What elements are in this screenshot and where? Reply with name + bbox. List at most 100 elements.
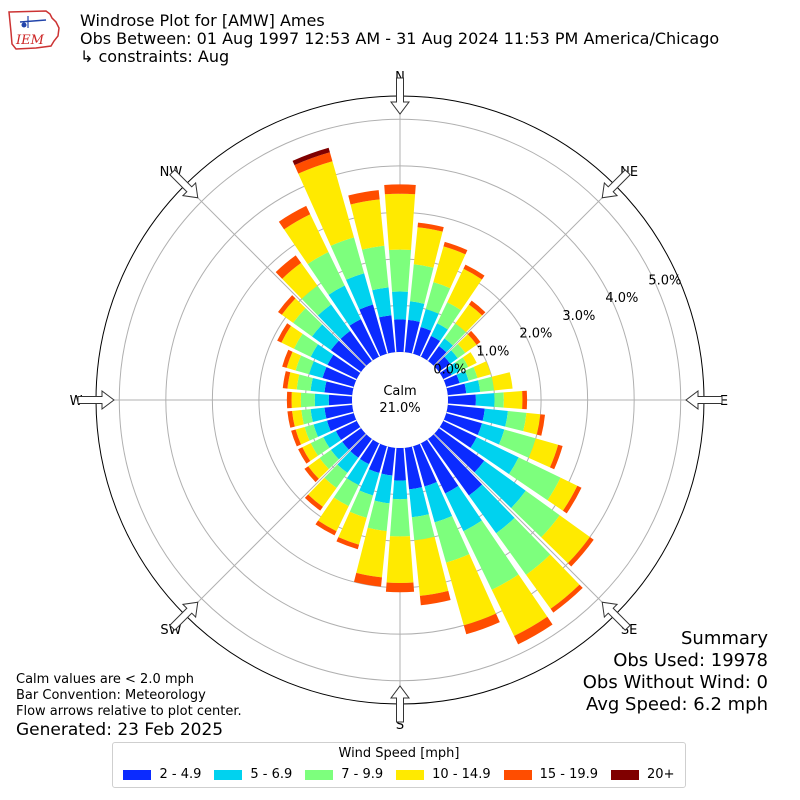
windrose-bar-segment <box>381 446 396 476</box>
flow-arrow <box>390 685 410 723</box>
windrose-bar-segment <box>309 361 327 379</box>
windrose-bar-segment <box>296 374 313 391</box>
windrose-bar-segment <box>304 466 319 483</box>
windrose-bar-segment <box>302 443 318 461</box>
windrose-bar-segment <box>286 391 292 409</box>
windrose-bar-segment <box>528 438 559 468</box>
calm-label: Calm <box>383 384 416 399</box>
windrose-bar-segment <box>291 429 302 447</box>
windrose-bar-segment <box>287 372 300 390</box>
legend-label: 10 - 14.9 <box>432 767 491 782</box>
ring-gridline <box>165 165 635 635</box>
radial-tick-label: 1.0% <box>476 345 509 360</box>
windrose-bar-segment <box>337 451 359 473</box>
windrose-bar-segment <box>293 308 323 337</box>
windrose-bar-segment <box>434 515 470 563</box>
windrose-bar-segment <box>282 349 293 368</box>
note-flow-arrows: Flow arrows relative to plot center. <box>16 704 242 719</box>
windrose-bar-segment <box>478 376 495 392</box>
windrose-bar-segment <box>408 301 425 322</box>
legend-swatch <box>214 769 243 780</box>
windrose-bar-segment <box>350 199 385 250</box>
windrose-bar-segment <box>446 383 467 396</box>
windrose-bar-segment <box>526 554 580 609</box>
legend-item: 10 - 14.9 <box>396 767 491 782</box>
windrose-bar-segment <box>310 377 327 393</box>
windrose-bar-segment <box>328 285 361 326</box>
windrose-bar-segment <box>420 335 441 361</box>
windrose-bar-segment <box>386 536 414 583</box>
windrose-bar-segment <box>315 520 337 536</box>
windrose-bar-segment <box>439 367 452 380</box>
radial-tick-label: 5.0% <box>648 273 681 288</box>
windrose-bar-segment <box>342 428 366 450</box>
windrose-bar-segment <box>319 449 339 470</box>
windrose-bar-segment <box>443 241 468 255</box>
radial-gridline <box>433 433 616 616</box>
legend-item: 20+ <box>611 767 674 782</box>
windrose-bar-segment <box>304 494 323 511</box>
windrose-bar-segment <box>463 613 500 635</box>
ring-gridline <box>118 118 682 682</box>
windrose-bar-segment <box>304 424 319 441</box>
note-bar-convention: Bar Convention: Meteorology <box>16 688 206 703</box>
windrose-bar-segment <box>414 536 449 596</box>
windrose-bar-segment <box>372 287 392 318</box>
windrose-bar-segment <box>308 477 337 507</box>
windrose-bar-segment <box>313 420 331 437</box>
chart-subtitle: Obs Between: 01 Aug 1997 12:53 AM - 31 A… <box>80 29 720 48</box>
windrose-bar-segment <box>292 147 330 166</box>
windrose-bar-segment <box>455 304 483 333</box>
windrose-bar-segment <box>392 291 408 320</box>
windrose-bar-segment <box>498 429 536 458</box>
windrose-bar-segment <box>437 302 461 330</box>
legend-swatch <box>305 769 334 780</box>
windrose-bar-segment <box>413 443 437 487</box>
windrose-bar-segment <box>411 514 435 541</box>
legend-items: 2 - 4.9 5 - 6.9 7 - 9.9 10 - 14.9 15 - 1… <box>117 767 681 782</box>
flow-arrow <box>685 390 723 410</box>
summary-obs-without-wind: Obs Without Wind: 0 <box>582 672 768 693</box>
windrose-bar-segment <box>434 356 451 372</box>
windrose-bar-segment <box>300 392 315 408</box>
windrose-bar-segment <box>326 413 357 432</box>
chart-title: Windrose Plot for [AMW] Ames <box>80 11 325 30</box>
chart-overlay: Calm21.0%1.0%2.0%3.0%4.0%5.0%0.0%NNEESES… <box>70 70 729 733</box>
chart-constraints: ↳ constraints: Aug <box>80 47 230 66</box>
windrose-bar-segment <box>464 380 481 394</box>
windrose-bar-segment <box>445 485 482 532</box>
windrose-bar-segment <box>359 439 380 465</box>
windrose-bar-segment <box>330 441 349 460</box>
windrose-bar-segment <box>295 355 314 375</box>
legend-label: 5 - 6.9 <box>250 767 293 782</box>
windrose-bar-segment <box>327 354 361 380</box>
windrose-bar-segment <box>457 334 477 353</box>
windrose-bar-segment <box>443 374 460 387</box>
windrose-bar-segment <box>463 520 519 590</box>
windrose-bar-segment <box>549 444 563 470</box>
windrose-bar-segment <box>463 264 485 280</box>
windrose-bar-segment <box>282 371 291 389</box>
windrose-bar-segment <box>541 515 590 564</box>
windrose-bar-segment <box>567 536 594 567</box>
windrose-bar-segment <box>379 315 396 354</box>
radial-gridline <box>184 433 367 616</box>
windrose-bar-segment <box>431 323 448 342</box>
windrose-bar-segment <box>301 285 332 316</box>
flow-arrow <box>169 169 199 199</box>
windrose-bar-segment <box>367 500 390 532</box>
flow-arrow <box>390 77 410 115</box>
windrose-bar-segment <box>438 338 453 353</box>
windrose-bar-segment <box>462 352 477 367</box>
windrose-bar-segment <box>335 420 361 441</box>
radial-tick-label: 4.0% <box>605 291 638 306</box>
windrose-bar-segment <box>425 282 451 314</box>
windrose-bar-segment <box>308 458 329 479</box>
legend-swatch <box>611 769 640 780</box>
windrose-bar-segment <box>277 323 292 343</box>
windrose-bar-segment <box>310 437 330 456</box>
windrose-bar-segment <box>318 497 349 532</box>
windrose-bar-segment <box>409 487 429 518</box>
windrose-bar-segment <box>307 252 345 295</box>
